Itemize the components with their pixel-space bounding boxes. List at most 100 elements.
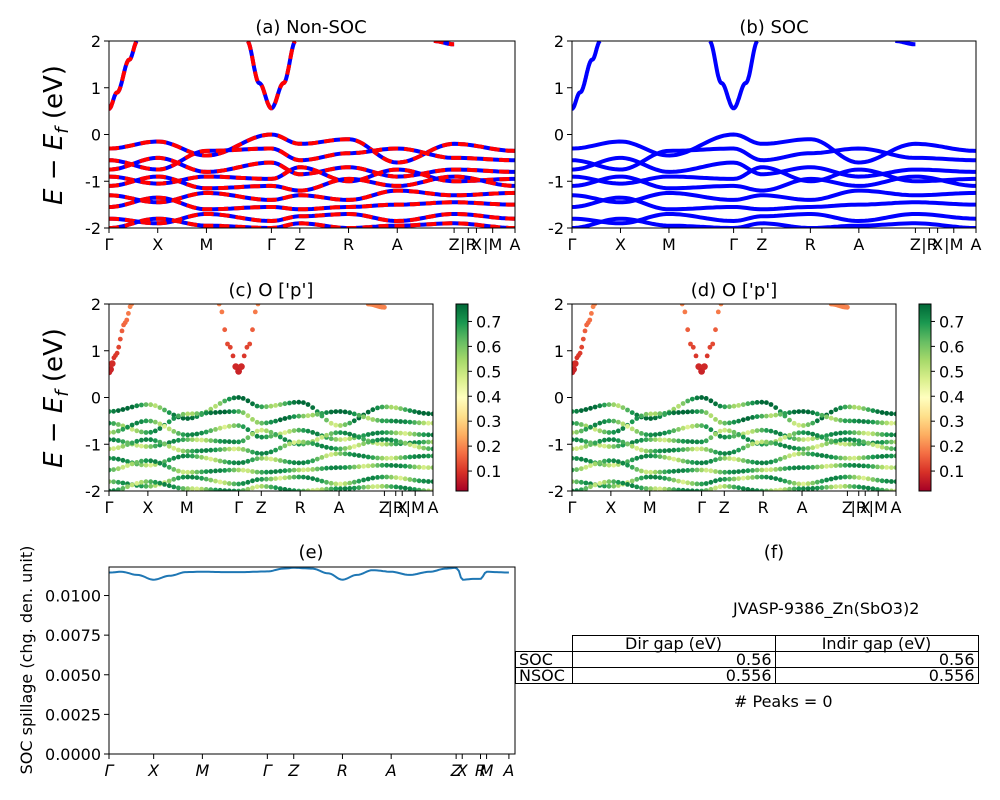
projected-point — [810, 445, 816, 451]
projected-point — [296, 399, 302, 405]
projected-point — [338, 423, 343, 428]
projected-point — [801, 430, 806, 435]
projected-point — [109, 430, 112, 435]
ylabel-spillage: SOC spillage (chg. den. unit) — [17, 546, 36, 775]
projected-point — [185, 469, 191, 475]
projected-point — [634, 445, 640, 451]
row-label-nsoc: NSOC — [515, 667, 573, 684]
projected-point — [870, 486, 876, 491]
projected-point — [180, 474, 186, 480]
projected-point — [666, 410, 672, 416]
projected-point — [259, 420, 265, 426]
projected-point — [148, 429, 154, 435]
colorbar-c — [455, 303, 469, 492]
projected-point — [865, 463, 871, 469]
projected-point — [819, 464, 825, 470]
projected-point — [699, 481, 704, 487]
scatter-d — [572, 304, 896, 491]
projected-point — [851, 430, 857, 436]
projected-point — [129, 422, 135, 428]
projected-point — [787, 479, 792, 485]
ytick-label-d: 1 — [554, 342, 564, 361]
projected-point — [208, 447, 214, 453]
projected-point — [208, 438, 214, 443]
projected-point — [676, 478, 681, 484]
projected-point — [189, 415, 195, 421]
projected-point — [111, 479, 116, 485]
projected-point — [615, 479, 621, 485]
projected-point — [416, 487, 422, 491]
projected-point — [310, 405, 316, 410]
projected-point — [717, 403, 723, 409]
projected-point — [120, 464, 126, 470]
projected-point — [662, 448, 667, 454]
projected-point — [592, 440, 598, 446]
xtick-label-b: |R — [921, 235, 938, 254]
projected-point — [402, 431, 408, 436]
projected-point — [592, 304, 598, 307]
xtick-label-a: Γ — [105, 235, 114, 254]
projected-point — [754, 488, 760, 491]
projected-point — [120, 426, 126, 432]
projected-point — [676, 487, 681, 491]
projected-point — [379, 455, 385, 461]
projected-point — [740, 417, 746, 423]
projected-point — [273, 457, 278, 463]
projected-point — [245, 448, 251, 453]
projected-point — [324, 432, 329, 438]
projected-point — [245, 486, 251, 491]
projected-point — [708, 413, 714, 419]
projected-point — [838, 455, 843, 461]
projected-point — [805, 451, 811, 457]
projected-point — [833, 484, 839, 490]
projected-point — [157, 421, 163, 427]
projected-point — [166, 419, 172, 425]
projected-point — [847, 404, 853, 410]
projected-point — [648, 432, 654, 438]
nsoc-dir-gap: 0.556 — [571, 667, 776, 684]
band-line — [572, 41, 602, 111]
projected-point — [213, 427, 218, 432]
projected-point — [111, 408, 116, 414]
panel-b-title: (b) SOC — [739, 17, 808, 38]
projected-point — [583, 407, 589, 412]
xtick-label-b: X — [932, 235, 943, 254]
projected-point — [240, 438, 246, 444]
projected-point — [602, 443, 607, 449]
projected-point — [333, 409, 339, 414]
projected-point — [268, 433, 274, 439]
projected-point — [884, 439, 890, 445]
projected-point — [240, 410, 246, 416]
projected-point — [768, 475, 774, 481]
projected-point — [865, 431, 871, 436]
projected-point — [259, 455, 265, 461]
projected-point — [139, 483, 144, 489]
projected-point — [203, 429, 209, 435]
projected-point — [597, 428, 603, 434]
projected-point — [199, 486, 204, 491]
projected-point — [305, 475, 311, 481]
projected-point — [879, 432, 885, 437]
projected-point — [777, 456, 783, 462]
projected-point — [856, 484, 862, 490]
projected-point — [310, 476, 316, 481]
projected-point — [338, 465, 343, 470]
xtick-label-d: X — [605, 498, 616, 517]
projected-point — [768, 440, 774, 445]
projected-point — [120, 486, 126, 491]
projected-point — [250, 449, 255, 455]
projected-point — [351, 433, 357, 438]
projected-point — [893, 439, 896, 445]
projected-point — [384, 455, 390, 461]
projected-point — [254, 484, 260, 490]
projected-point — [282, 437, 288, 442]
projected-point — [407, 454, 413, 460]
projected-point — [125, 405, 130, 411]
projected-point — [717, 456, 723, 462]
projected-point — [388, 437, 394, 443]
projected-point — [148, 402, 154, 408]
projected-point — [157, 480, 163, 486]
projected-point — [238, 363, 245, 370]
projected-point — [416, 478, 422, 484]
